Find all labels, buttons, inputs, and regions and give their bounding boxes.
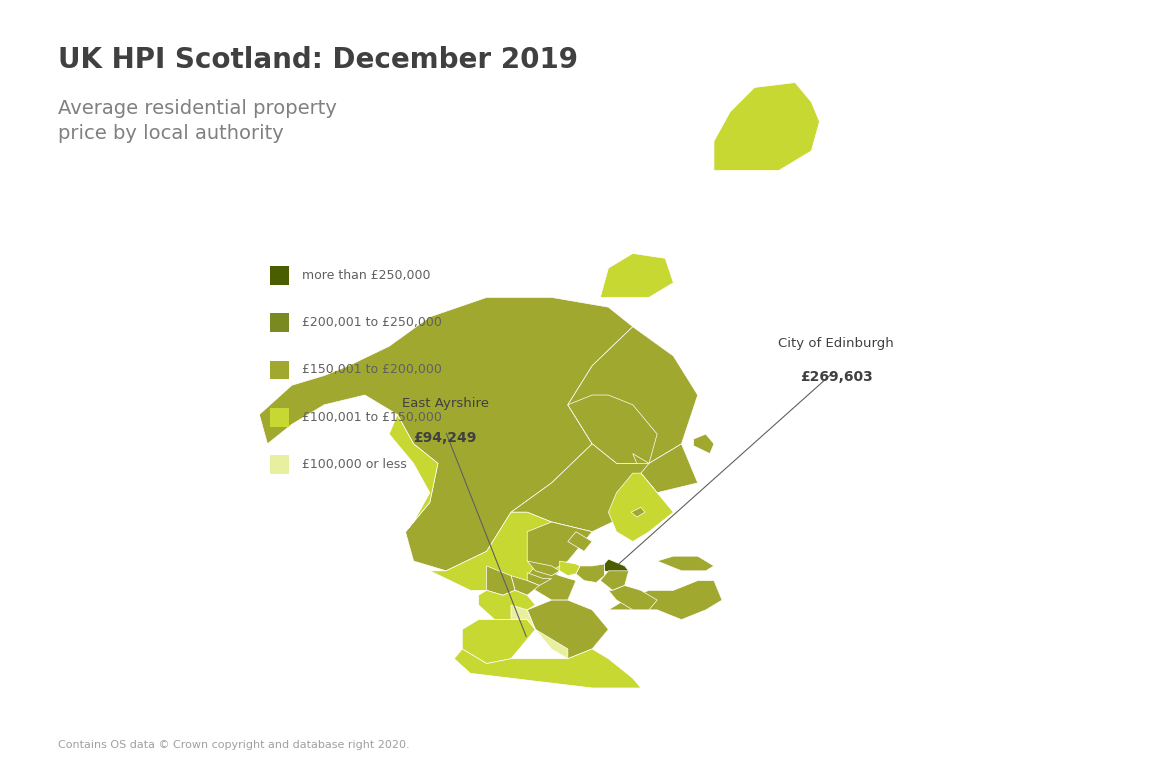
Polygon shape xyxy=(568,327,697,464)
Text: £200,001 to £250,000: £200,001 to £250,000 xyxy=(303,316,442,329)
Polygon shape xyxy=(512,444,657,532)
Polygon shape xyxy=(463,620,536,663)
Polygon shape xyxy=(479,591,536,620)
Text: £269,603: £269,603 xyxy=(799,370,872,384)
Text: Average residential property
price by local authority: Average residential property price by lo… xyxy=(58,99,336,144)
Polygon shape xyxy=(604,559,629,574)
Polygon shape xyxy=(657,556,713,571)
Bar xyxy=(270,455,289,474)
Polygon shape xyxy=(568,395,657,464)
Bar xyxy=(270,360,289,379)
Polygon shape xyxy=(528,600,608,659)
Text: UK HPI Scotland: December 2019: UK HPI Scotland: December 2019 xyxy=(58,46,578,74)
Polygon shape xyxy=(608,474,673,542)
Text: £100,001 to £150,000: £100,001 to £150,000 xyxy=(303,411,442,424)
Polygon shape xyxy=(528,561,560,576)
Text: more than £250,000: more than £250,000 xyxy=(303,269,430,282)
Polygon shape xyxy=(631,507,645,517)
Polygon shape xyxy=(560,561,580,576)
Bar xyxy=(270,408,289,427)
Text: £94,249: £94,249 xyxy=(414,431,477,444)
Bar xyxy=(270,266,289,285)
Polygon shape xyxy=(632,444,697,493)
Polygon shape xyxy=(430,513,592,591)
Polygon shape xyxy=(390,415,438,532)
Polygon shape xyxy=(600,571,629,591)
Polygon shape xyxy=(528,522,592,571)
Polygon shape xyxy=(713,83,819,171)
Bar xyxy=(270,314,289,332)
Polygon shape xyxy=(608,585,657,610)
Polygon shape xyxy=(512,576,539,595)
Polygon shape xyxy=(528,573,552,585)
Polygon shape xyxy=(455,649,640,688)
Text: £100,000 or less: £100,000 or less xyxy=(303,457,407,470)
Polygon shape xyxy=(512,605,568,659)
Polygon shape xyxy=(528,566,577,600)
Text: City of Edinburgh: City of Edinburgh xyxy=(778,337,894,350)
Polygon shape xyxy=(487,566,515,595)
Text: Contains OS data © Crown copyright and database right 2020.: Contains OS data © Crown copyright and d… xyxy=(58,740,409,750)
Polygon shape xyxy=(568,532,592,552)
Text: East Ayrshire: East Ayrshire xyxy=(401,397,488,410)
Polygon shape xyxy=(577,564,604,582)
Polygon shape xyxy=(260,298,632,571)
Polygon shape xyxy=(608,581,722,620)
Polygon shape xyxy=(600,253,673,298)
Text: £150,001 to £200,000: £150,001 to £200,000 xyxy=(303,363,442,376)
Polygon shape xyxy=(694,434,713,454)
